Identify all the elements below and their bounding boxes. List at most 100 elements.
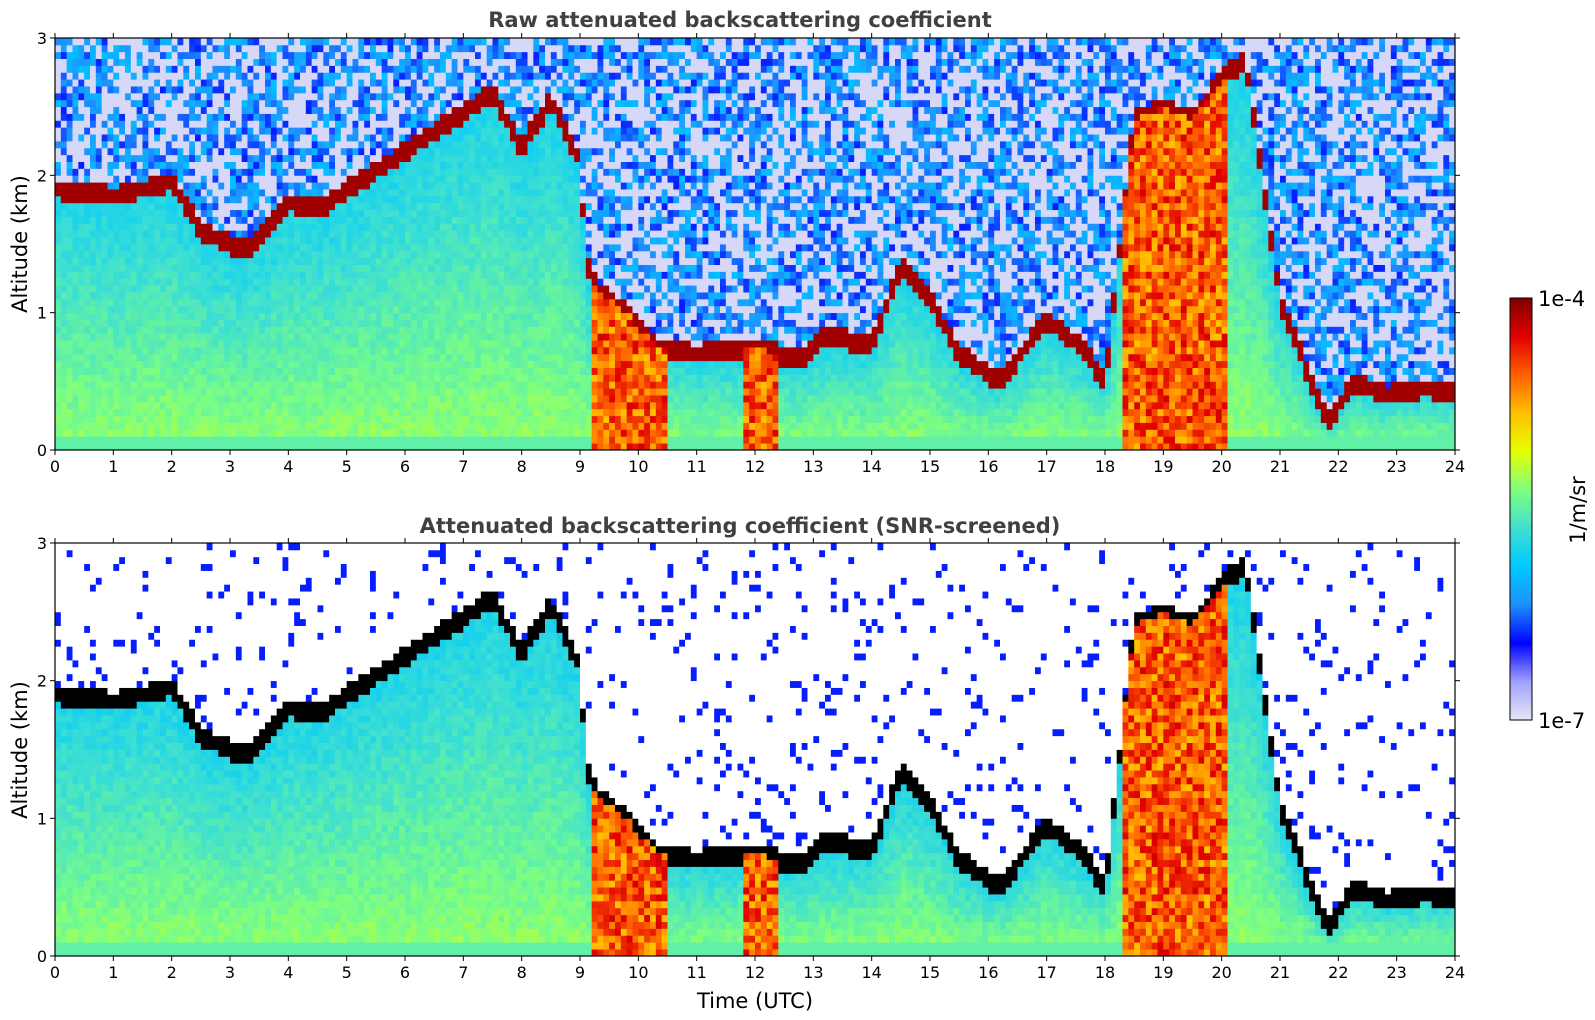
heat-cell [405, 354, 411, 361]
heat-cell [358, 320, 364, 327]
heat-cell [67, 395, 73, 402]
heat-cell [440, 134, 446, 141]
heat-cell [189, 189, 195, 196]
heat-cell [428, 443, 434, 450]
heat-cell [300, 313, 306, 320]
heat-cell [347, 86, 353, 93]
heat-cell [475, 223, 481, 230]
heat-cell [294, 285, 300, 292]
heat-cell [510, 306, 516, 313]
heat-cell [154, 374, 160, 381]
heat-cell [248, 271, 254, 278]
heat-cell [195, 93, 201, 100]
heat-cell [312, 409, 318, 416]
heat-cell [253, 258, 259, 265]
heat-cell [218, 38, 224, 45]
heat-cell [516, 217, 522, 224]
heat-cell [148, 388, 154, 395]
heat-cell [423, 155, 429, 162]
heat-cell [160, 374, 166, 381]
heat-cell [417, 258, 423, 265]
heat-cell [271, 217, 277, 224]
heat-cell [498, 182, 504, 189]
heat-cell [294, 182, 300, 189]
heat-cell [353, 120, 359, 127]
heat-cell [248, 162, 254, 169]
heat-cell [411, 86, 417, 93]
heat-cell [510, 79, 516, 86]
heat-cell [370, 114, 376, 121]
heat-cell [312, 429, 318, 436]
heat-cell [213, 436, 219, 443]
heat-cell [102, 189, 108, 196]
heat-cell [510, 374, 516, 381]
heat-cell [137, 155, 143, 162]
heat-cell [341, 155, 347, 162]
heat-cell [364, 443, 370, 450]
heat-cell [428, 265, 434, 272]
heat-cell [376, 388, 382, 395]
heat-cell [189, 416, 195, 423]
heat-cell [411, 388, 417, 395]
heat-cell [154, 320, 160, 327]
heat-cell [201, 265, 207, 272]
heat-cell [434, 107, 440, 114]
heat-cell [259, 409, 265, 416]
heat-cell [271, 107, 277, 114]
heat-cell [440, 72, 446, 79]
heat-cell [125, 223, 131, 230]
heat-cell [213, 196, 219, 203]
heat-cell [323, 155, 329, 162]
heat-cell [236, 326, 242, 333]
heat-cell [312, 217, 318, 224]
heat-cell [528, 244, 534, 251]
heat-cell [393, 443, 399, 450]
heat-cell [463, 285, 469, 292]
heat-cell [90, 443, 96, 450]
heat-cell [61, 374, 67, 381]
heat-cell [294, 168, 300, 175]
heat-cell [347, 436, 353, 443]
heat-cell [528, 72, 534, 79]
heat-cell [382, 210, 388, 217]
heat-cell [353, 52, 359, 59]
heat-cell [277, 340, 283, 347]
heat-cell [166, 93, 172, 100]
heat-cell [353, 402, 359, 409]
heat-cell [125, 313, 131, 320]
heat-cell [329, 374, 335, 381]
heat-cell [423, 134, 429, 141]
heat-cell [253, 285, 259, 292]
heat-cell [522, 354, 528, 361]
heat-cell [288, 155, 294, 162]
heat-cell [504, 175, 510, 182]
heat-cell [318, 72, 324, 79]
heat-cell [189, 258, 195, 265]
heat-cell [183, 65, 189, 72]
heat-cell [55, 148, 61, 155]
heat-cell [528, 168, 534, 175]
heat-cell [137, 175, 143, 182]
heat-cell [469, 127, 475, 134]
heat-cell [428, 237, 434, 244]
heat-cell [213, 155, 219, 162]
heat-cell [417, 340, 423, 347]
heat-cell [481, 148, 487, 155]
heat-cell [119, 251, 125, 258]
heat-cell [353, 38, 359, 45]
heat-cell [504, 381, 510, 388]
heat-cell [73, 45, 79, 52]
heat-cell [265, 368, 271, 375]
heat-cell [166, 340, 172, 347]
heat-cell [353, 306, 359, 313]
heat-cell [463, 306, 469, 313]
heat-cell [84, 59, 90, 66]
heat-cell [323, 52, 329, 59]
heat-cell [528, 271, 534, 278]
heat-cell [504, 292, 510, 299]
heat-cell [446, 388, 452, 395]
heat-cell [259, 86, 265, 93]
heat-cell [306, 306, 312, 313]
heat-cell [253, 168, 259, 175]
heat-cell [539, 368, 545, 375]
